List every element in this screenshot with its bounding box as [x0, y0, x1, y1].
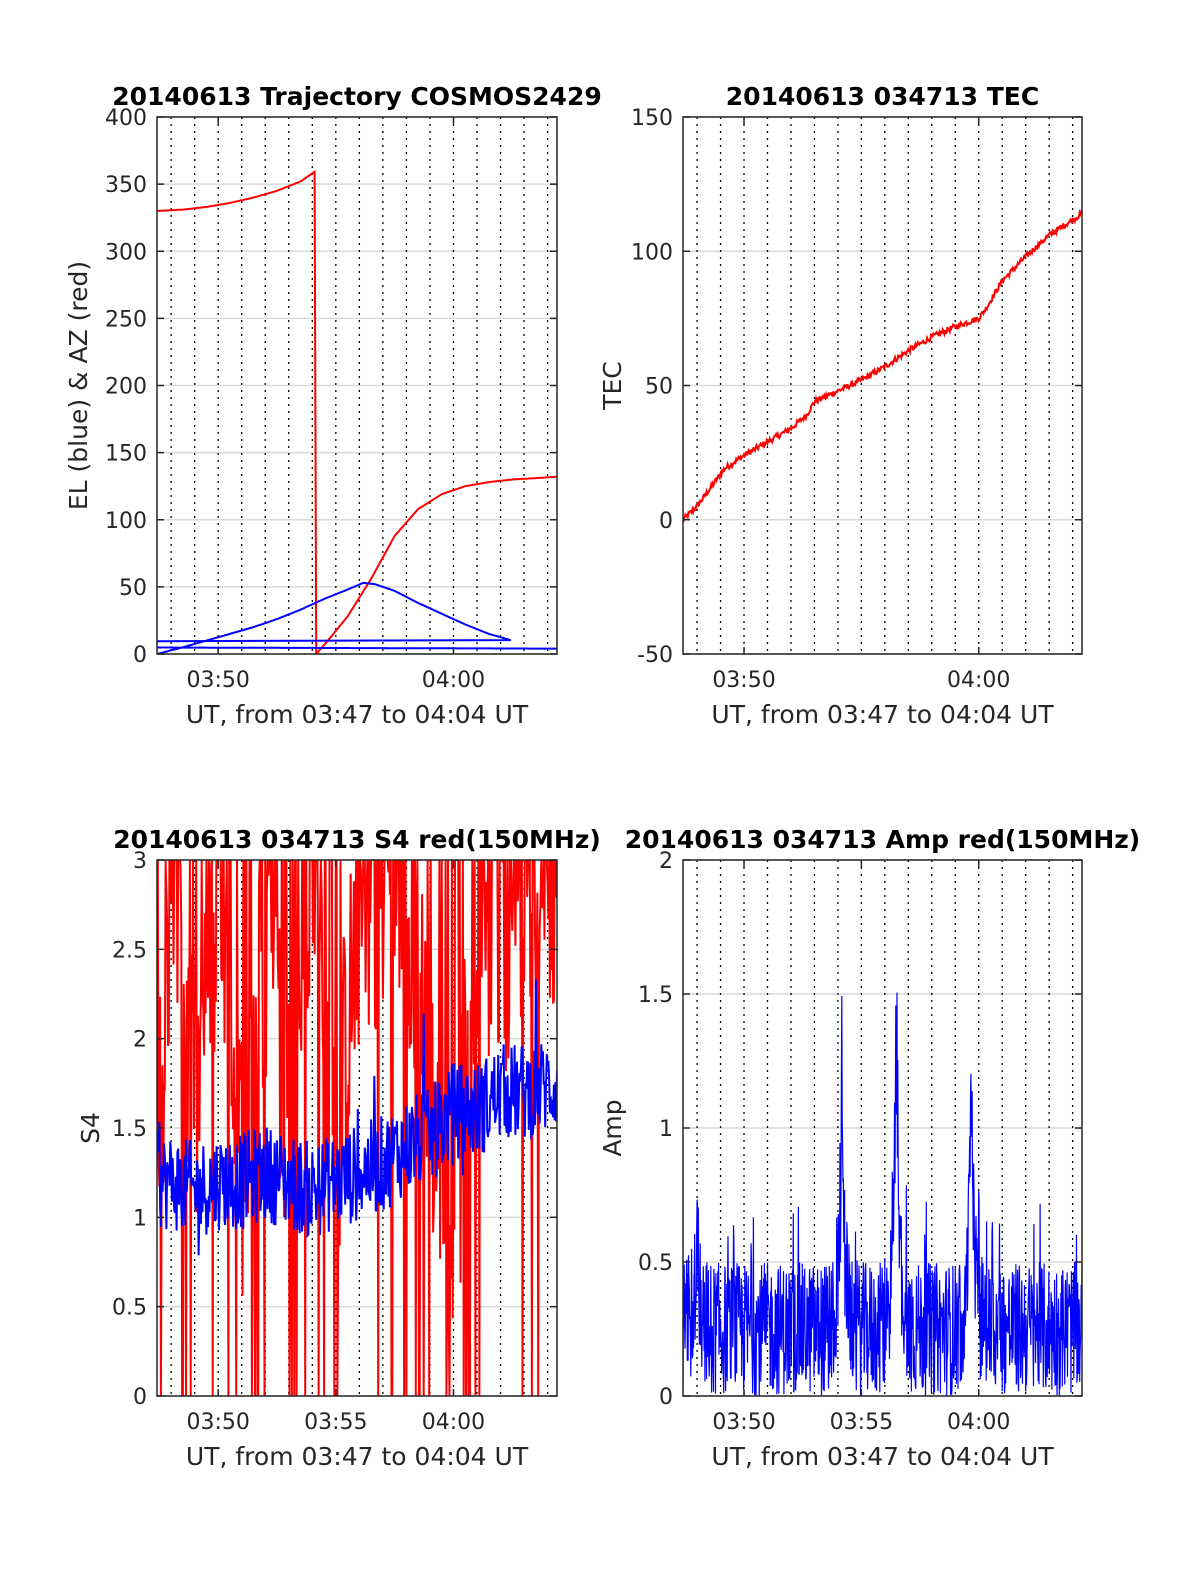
series-line-0	[157, 169, 557, 654]
x-axis-label: UT, from 03:47 to 04:04 UT	[186, 1442, 529, 1471]
series-group	[157, 860, 557, 1396]
y-tick-label: 0.5	[112, 1296, 147, 1321]
x-tick-label: 04:00	[422, 668, 485, 693]
y-tick-label: 400	[105, 106, 147, 131]
series-group	[157, 169, 557, 654]
chart-title: 20140613 034713 Amp red(150MHz)	[625, 825, 1141, 854]
chart-title: 20140613 Trajectory COSMOS2429	[112, 82, 602, 111]
series-group	[683, 992, 1082, 1396]
y-tick-label: 300	[105, 240, 147, 265]
x-axis-label: UT, from 03:47 to 04:04 UT	[711, 1442, 1054, 1471]
y-tick-label: 250	[105, 307, 147, 332]
y-tick-label: 0	[659, 509, 673, 534]
series-line-0	[683, 992, 1082, 1396]
chart-title: 20140613 034713 S4 red(150MHz)	[113, 825, 601, 854]
x-tick-label: 04:00	[947, 1410, 1010, 1435]
y-axis-label: S4	[76, 1112, 105, 1144]
chart-title: 20140613 034713 TEC	[726, 82, 1039, 111]
x-tick-label: 03:50	[186, 1410, 249, 1435]
y-axis-label: TEC	[598, 361, 627, 411]
x-tick-label: 03:50	[712, 668, 775, 693]
x-tick-label: 03:55	[830, 1410, 893, 1435]
amp-panel: 0 0.5 1 1.5 2 03:50 03:55 04:00 20140613 034713 …	[598, 825, 1140, 1471]
x-tick-label: 03:50	[712, 1410, 775, 1435]
y-tick-label: 100	[631, 240, 673, 265]
x-tick-label: 03:55	[304, 1410, 367, 1435]
y-tick-label: 100	[105, 509, 147, 534]
y-tick-label: -50	[637, 643, 673, 668]
series-line-0	[157, 860, 557, 1396]
y-tick-label: 350	[105, 173, 147, 198]
x-tick-label: 04:00	[422, 1410, 485, 1435]
series-line-1	[157, 979, 557, 1256]
y-axis-label: EL (blue) & AZ (red)	[64, 261, 93, 510]
y-axis-label: Amp	[598, 1099, 627, 1156]
y-tick-label: 50	[119, 576, 147, 601]
y-tick-label: 0	[659, 1385, 673, 1410]
x-tick-label: 04:00	[947, 668, 1010, 693]
x-axis-label: UT, from 03:47 to 04:04 UT	[711, 700, 1054, 729]
series-line-1	[157, 581, 557, 654]
y-tick-label: 3	[133, 849, 147, 874]
x-tick-label: 03:50	[186, 668, 249, 693]
y-tick-label: 200	[105, 375, 147, 400]
y-tick-label: 2	[659, 849, 673, 874]
trajectory-panel: 0 50 100 150 200 250 300 350 400 03:50 04:00 201406…	[64, 82, 602, 729]
y-tick-label: 50	[645, 375, 673, 400]
tec-panel: -50 0 50 100 150 03:50 04:00 20140613 034713 TE…	[598, 82, 1083, 729]
series-group	[683, 208, 1082, 523]
series-line-0	[683, 208, 1082, 523]
y-tick-label: 0.5	[638, 1251, 673, 1276]
y-tick-label: 1	[133, 1206, 147, 1231]
y-tick-label: 150	[105, 442, 147, 467]
s4-panel: 0 0.5 1 1.5 2 2.5 3 03:50 03:55 04:00 20140613 034…	[76, 825, 601, 1471]
y-tick-label: 0	[133, 643, 147, 668]
y-tick-label: 2.5	[112, 938, 147, 963]
y-tick-label: 0	[133, 1385, 147, 1410]
y-tick-label: 1	[659, 1117, 673, 1142]
y-tick-label: 1.5	[638, 983, 673, 1008]
y-tick-label: 1.5	[112, 1117, 147, 1142]
y-tick-label: 150	[631, 106, 673, 131]
y-tick-label: 2	[133, 1028, 147, 1053]
x-axis-label: UT, from 03:47 to 04:04 UT	[186, 700, 529, 729]
